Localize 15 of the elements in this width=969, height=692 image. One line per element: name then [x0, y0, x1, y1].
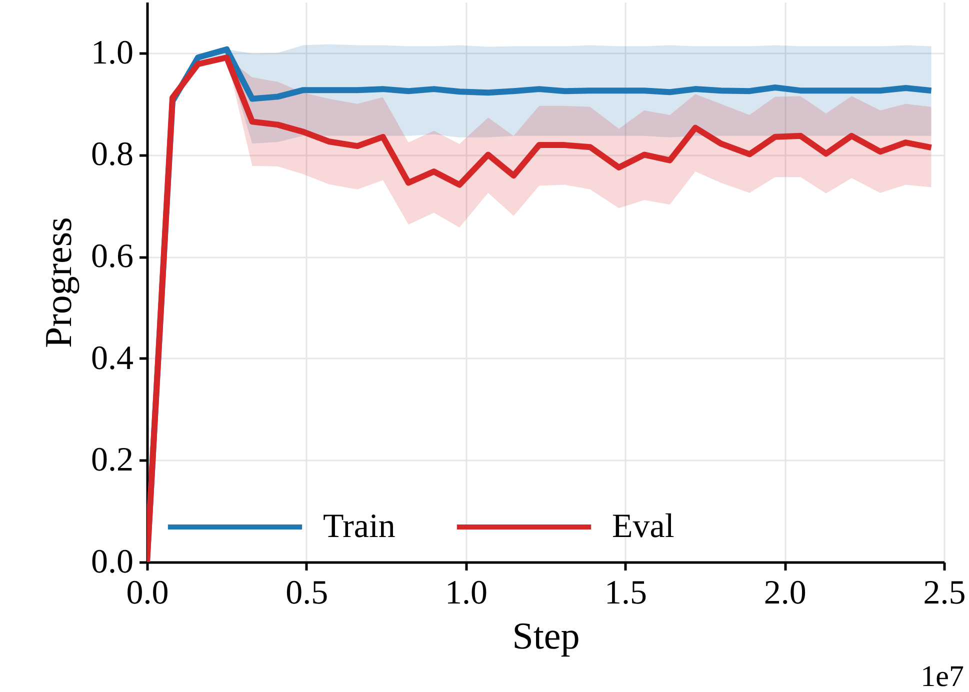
y-tick-label: 0.2 [91, 442, 134, 479]
y-tick-label: 0.6 [91, 238, 134, 276]
legend-label: Train [323, 508, 396, 545]
x-axis-title: Step [512, 616, 580, 658]
x-tick-label: 1.0 [445, 574, 488, 612]
y-tick-label: 1.0 [91, 34, 134, 72]
x-tick-label: 2.5 [923, 574, 966, 612]
y-axis-title: Progress [38, 217, 80, 348]
text: 1e7 [920, 660, 964, 692]
y-tick-label: 0.8 [91, 136, 134, 174]
legend-label: Eval [612, 508, 674, 545]
x-tick-label: 2.0 [764, 574, 806, 612]
x-tick-label: 1.5 [604, 574, 647, 612]
x-tick-label: 0.5 [286, 574, 328, 612]
y-tick-label: 0.4 [91, 340, 134, 377]
